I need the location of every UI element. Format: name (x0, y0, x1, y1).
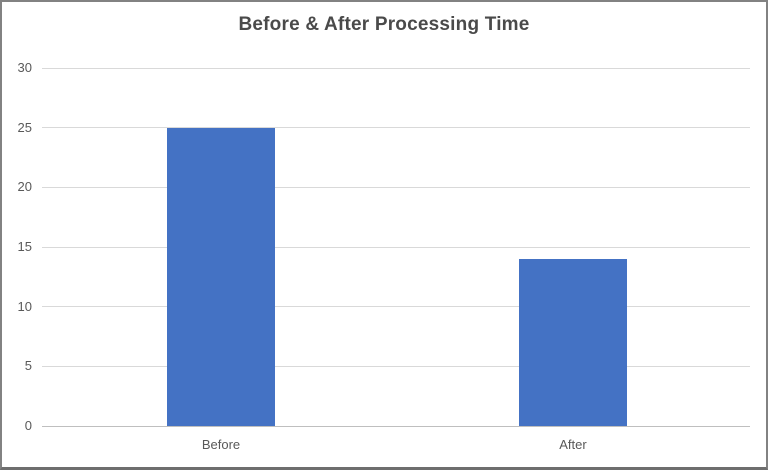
bar-after (519, 258, 627, 426)
chart-title: Before & After Processing Time (238, 14, 530, 35)
gridline (42, 306, 750, 308)
y-axis-tick-label: 30 (17, 60, 32, 75)
gridline (42, 246, 750, 248)
x-axis-line (42, 425, 750, 427)
gridline (42, 67, 750, 69)
y-axis-tick-label: 20 (17, 179, 32, 195)
y-axis-tick-label: 15 (17, 239, 32, 254)
gridline (42, 365, 750, 367)
y-axis-tick-label: 25 (17, 119, 32, 135)
gridline (42, 186, 750, 188)
x-axis-label: Before (201, 437, 241, 452)
y-axis-tick-label: 0 (24, 418, 32, 433)
bar-before (167, 127, 275, 426)
y-axis-tick-label: 10 (17, 298, 32, 314)
x-axis-label: After (559, 437, 587, 452)
y-axis-tick-label: 5 (24, 358, 32, 374)
gridline (42, 127, 750, 129)
